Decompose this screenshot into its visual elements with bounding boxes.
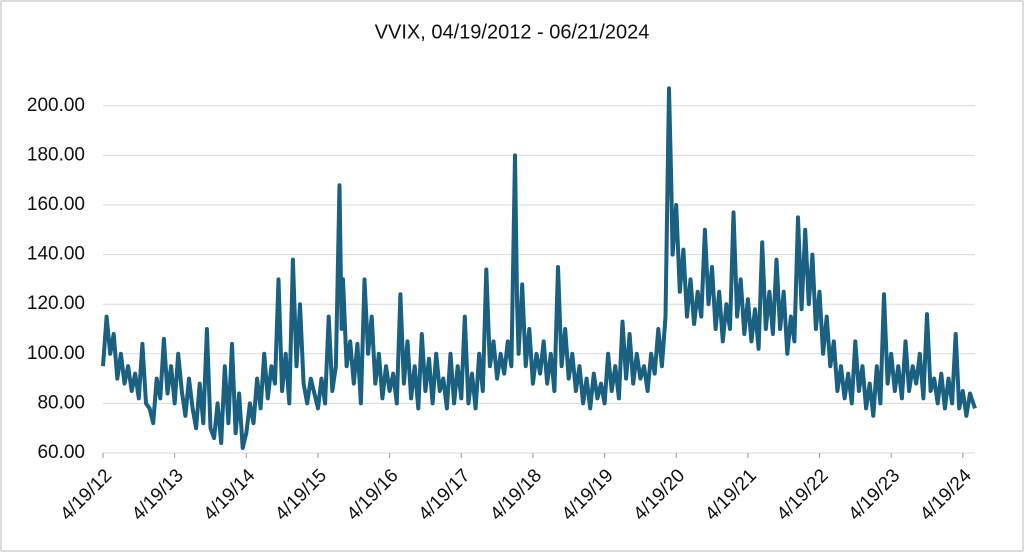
y-tick-label: 200.00 <box>27 95 85 116</box>
y-tick-label: 80.00 <box>37 392 85 413</box>
y-tick-label: 140.00 <box>27 244 85 265</box>
y-tick-label: 160.00 <box>27 194 85 215</box>
y-tick-label: 60.00 <box>37 442 85 463</box>
y-tick-label: 180.00 <box>27 144 85 165</box>
data-line <box>101 86 977 450</box>
chart-title: VVIX, 04/19/2012 - 06/21/2024 <box>375 21 650 43</box>
y-tick-label: 100.00 <box>27 343 85 364</box>
y-tick-label: 120.00 <box>27 293 85 314</box>
